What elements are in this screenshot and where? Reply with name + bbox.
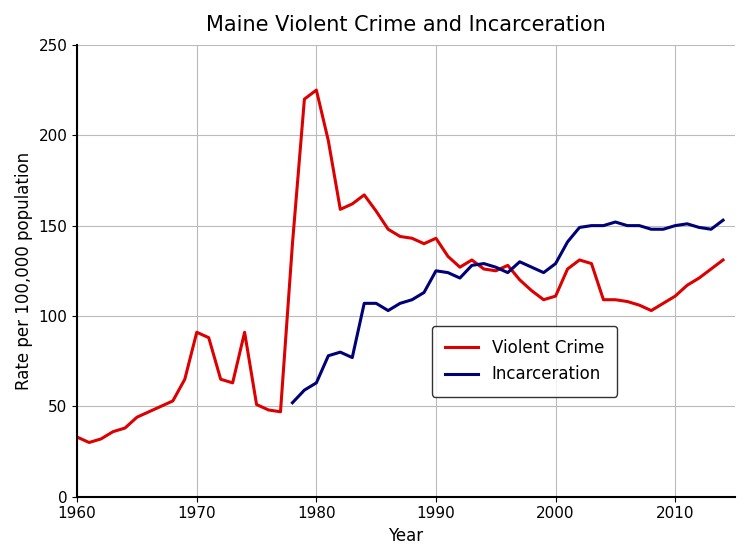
- Violent Crime: [204, 334, 213, 341]
- Incarceration: [348, 354, 357, 361]
- Violent Crime: [240, 329, 249, 335]
- Violent Crime: [312, 87, 321, 94]
- Incarceration: [312, 380, 321, 386]
- Violent Crime: [670, 293, 680, 300]
- Violent Crime: [718, 256, 728, 263]
- Incarceration: [372, 300, 381, 307]
- Incarceration: [455, 274, 464, 281]
- Incarceration: [575, 224, 584, 231]
- Violent Crime: [336, 206, 345, 213]
- Incarceration: [300, 387, 309, 394]
- Incarceration: [622, 222, 632, 229]
- Incarceration: [587, 222, 596, 229]
- Incarceration: [551, 260, 560, 267]
- Incarceration: [360, 300, 369, 307]
- Incarceration: [503, 269, 512, 276]
- Incarceration: [384, 307, 393, 314]
- Incarceration: [288, 399, 297, 406]
- Incarceration: [479, 260, 488, 267]
- Incarceration: [443, 269, 452, 276]
- Incarceration: [395, 300, 404, 307]
- Incarceration: [336, 349, 345, 356]
- Incarceration: [658, 226, 668, 232]
- Incarceration: [682, 221, 692, 227]
- Incarceration: [515, 258, 524, 265]
- Incarceration: [706, 226, 716, 232]
- Incarceration: [491, 264, 500, 270]
- Incarceration: [646, 226, 656, 232]
- Incarceration: [419, 289, 428, 296]
- Violent Crime: [157, 403, 166, 410]
- Incarceration: [634, 222, 644, 229]
- Title: Maine Violent Crime and Incarceration: Maine Violent Crime and Incarceration: [206, 15, 606, 35]
- X-axis label: Year: Year: [388, 527, 424, 545]
- Incarceration: [611, 218, 620, 225]
- Incarceration: [718, 217, 728, 223]
- Violent Crime: [706, 265, 716, 272]
- Violent Crime: [85, 439, 94, 446]
- Y-axis label: Rate per 100,000 population: Rate per 100,000 population: [15, 152, 33, 390]
- Incarceration: [694, 224, 703, 231]
- Incarceration: [670, 222, 680, 229]
- Line: Violent Crime: Violent Crime: [77, 90, 723, 442]
- Incarceration: [324, 352, 333, 359]
- Incarceration: [563, 239, 572, 245]
- Incarceration: [407, 296, 416, 303]
- Line: Incarceration: Incarceration: [292, 220, 723, 403]
- Incarceration: [527, 264, 536, 270]
- Incarceration: [539, 269, 548, 276]
- Incarceration: [431, 268, 440, 274]
- Violent Crime: [73, 434, 82, 441]
- Incarceration: [599, 222, 608, 229]
- Incarceration: [467, 262, 476, 269]
- Legend: Violent Crime, Incarceration: Violent Crime, Incarceration: [432, 326, 617, 396]
